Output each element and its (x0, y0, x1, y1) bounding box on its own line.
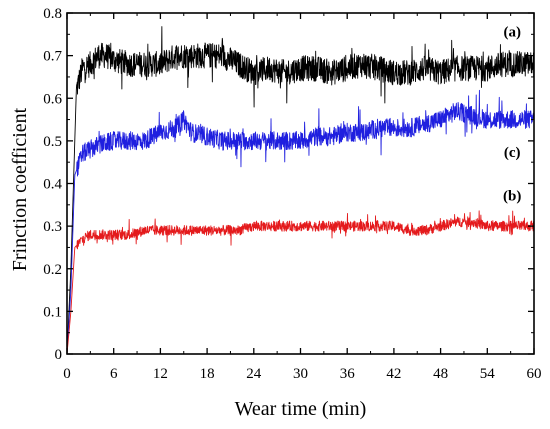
series-line (66, 26, 535, 355)
y-tick-label: 0.6 (43, 91, 62, 107)
x-tick-label: 30 (293, 366, 308, 382)
x-tick-label: 42 (386, 366, 401, 382)
y-tick-label: 0.8 (43, 6, 62, 22)
x-tick-label: 48 (433, 366, 448, 382)
series-line (66, 89, 535, 355)
label-layer: (a) (c) (b) (503, 24, 521, 204)
y-tick-label: 0.1 (43, 304, 62, 320)
y-tick-label: 0.4 (43, 177, 62, 193)
series-annotation: (b) (503, 189, 521, 205)
y-axis-title: Frinction coefficient (9, 107, 31, 271)
x-tick-label: 0 (63, 366, 71, 382)
tick-layer: 0 6 12 18 24 30 36 42 48 54 60 0 0.1 0.2 0.3 0.4 0.5 0.6 0… (43, 6, 541, 382)
x-tick-label: 54 (480, 366, 496, 382)
x-axis-title: Wear time (min) (235, 398, 367, 420)
y-tick-label: 0 (55, 347, 63, 363)
series-line (66, 210, 535, 355)
x-tick-label: 12 (153, 366, 168, 382)
x-tick-label: 24 (246, 366, 262, 382)
series-layer (66, 26, 535, 355)
y-tick-label: 0.7 (43, 49, 62, 65)
y-tick-label: 0.2 (43, 262, 62, 278)
x-tick-label: 60 (527, 366, 542, 382)
x-tick-label: 36 (340, 366, 356, 382)
series-annotation: (c) (504, 145, 521, 161)
series-annotation: (a) (503, 24, 521, 40)
y-tick-label: 0.5 (43, 134, 62, 150)
y-tick-label: 0.3 (43, 219, 62, 235)
x-tick-label: 18 (200, 366, 215, 382)
x-tick-label: 6 (110, 366, 118, 382)
